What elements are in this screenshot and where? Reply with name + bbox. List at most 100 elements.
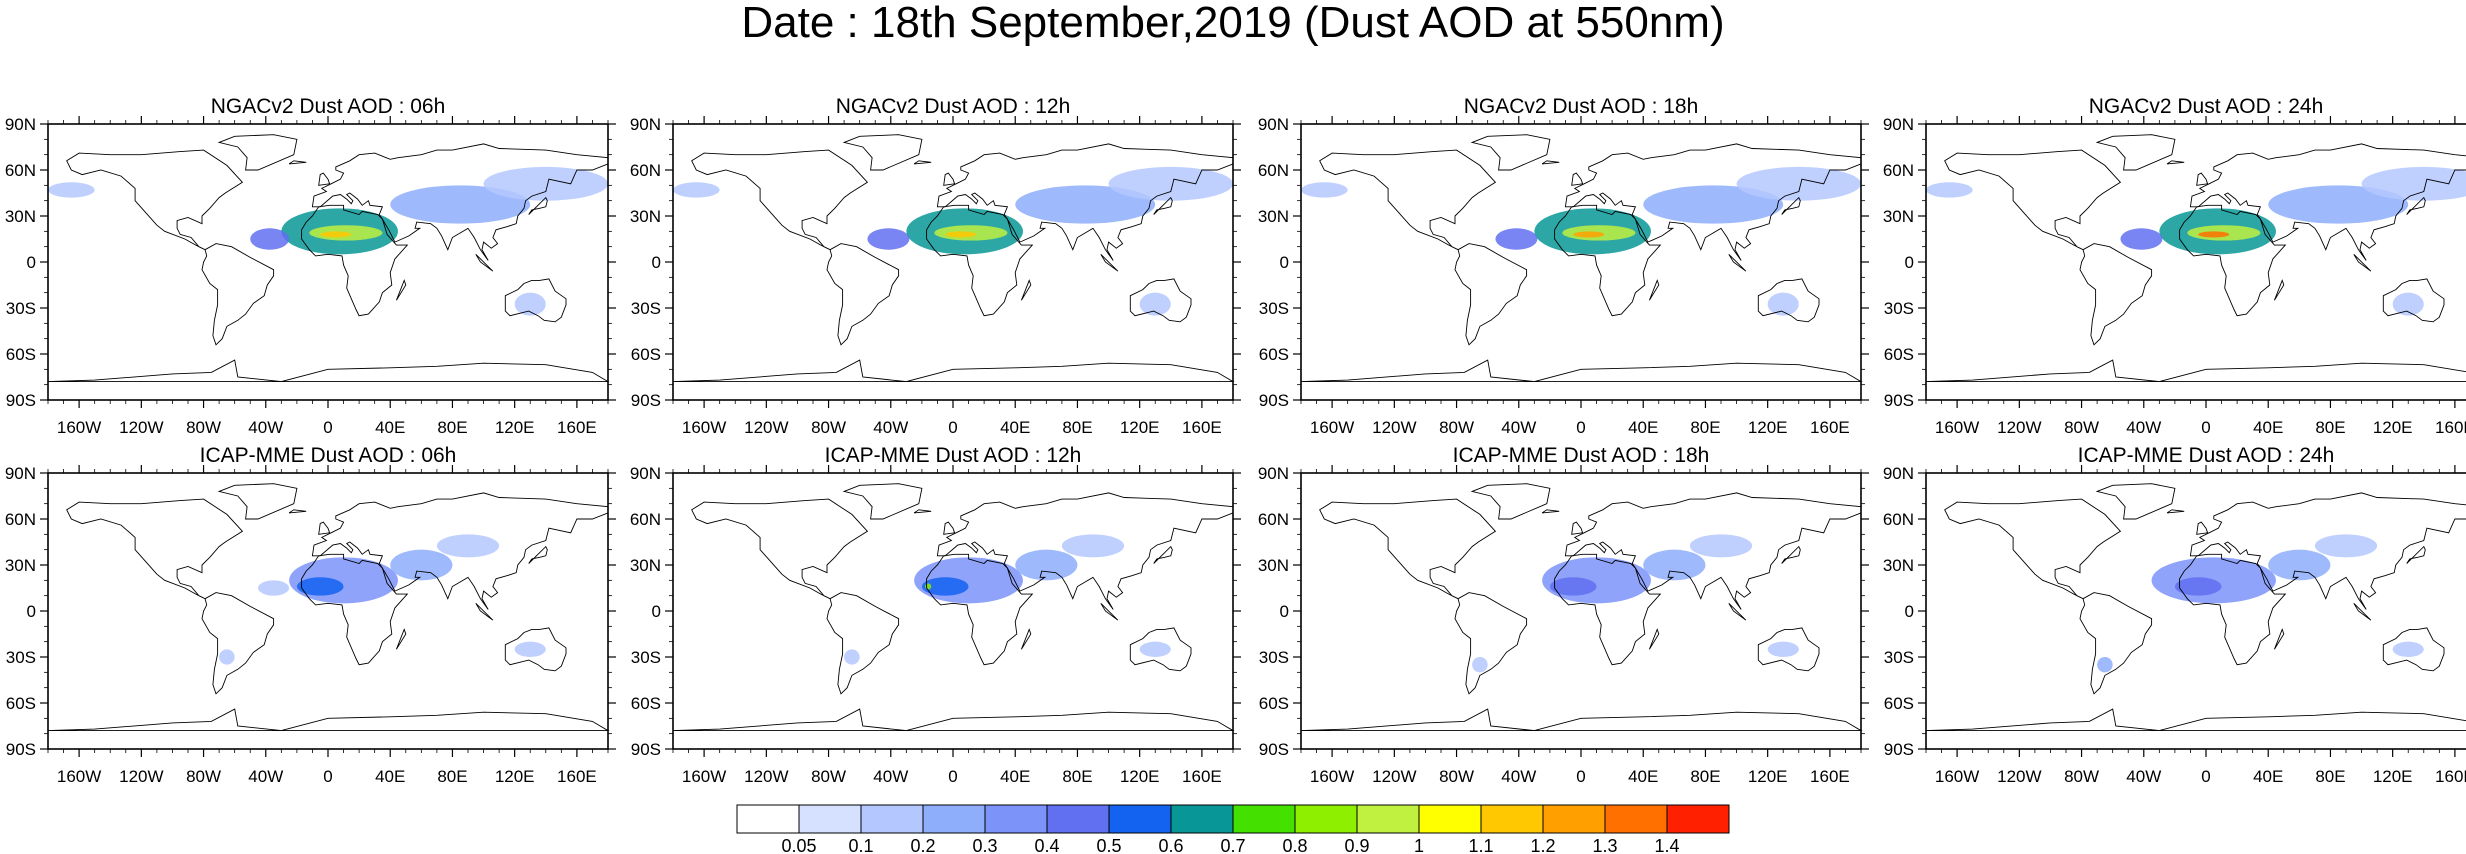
y-tick-label: 30N (1883, 207, 1914, 226)
map-frame (1925, 123, 2466, 401)
y-tick-label: 60N (1883, 161, 1914, 180)
x-tick-label: 160W (57, 767, 101, 786)
x-tick-label: 80W (2064, 418, 2099, 437)
dust-aod-region (296, 577, 344, 596)
coastline (2353, 602, 2372, 621)
y-tick-label: 30S (1884, 299, 1914, 318)
dust-aod-region (2392, 292, 2424, 316)
colorbar-label: 0.8 (1282, 836, 1307, 854)
coastline (1454, 243, 1528, 346)
coastline (943, 172, 956, 186)
map-panel: NGACv2 Dust AOD : 24h 160W 120W 80W 40W 0 40E 8… (1883, 95, 2466, 437)
x-tick-label: 160W (57, 418, 101, 437)
y-tick-label: 90N (5, 115, 36, 134)
x-tick-label: 0 (1576, 418, 1585, 437)
coastline (826, 592, 900, 695)
x-tick-label: 120W (119, 418, 163, 437)
y-tick-label: 60N (5, 161, 36, 180)
colorbar-label: 1.1 (1468, 836, 1493, 854)
x-tick-label: 80E (1690, 767, 1720, 786)
dust-aod-region (2198, 231, 2230, 238)
coastline (1319, 149, 1497, 251)
y-tick-label: 60N (1883, 510, 1914, 529)
x-tick-label: 0 (323, 418, 332, 437)
colorbar-box (1294, 804, 1358, 834)
coastline (913, 160, 932, 165)
x-tick-label: 40E (375, 767, 405, 786)
x-tick-label: 120W (119, 767, 163, 786)
x-tick-label: 120E (495, 418, 535, 437)
figure-title: Date : 18th September,2019 (Dust AOD at … (741, 0, 1725, 47)
coastline (1554, 553, 1662, 666)
y-tick-label: 30S (1259, 299, 1289, 318)
x-tick-label: 160E (2435, 767, 2466, 786)
y-tick-label: 60S (1259, 694, 1289, 713)
x-tick-label: 40W (873, 767, 908, 786)
coastline (2189, 143, 2466, 261)
dust-aod-region (1549, 577, 1597, 596)
dust-aod-region (1108, 166, 1234, 201)
dust-aod-region (250, 228, 290, 250)
y-tick-label: 30N (1258, 207, 1289, 226)
coastline (2166, 160, 2185, 165)
x-tick-label: 80E (437, 767, 467, 786)
colorbar-label: 1 (1414, 836, 1424, 854)
dust-aod-region (1139, 292, 1171, 316)
dust-aod-region (921, 577, 969, 596)
coastline (47, 359, 610, 383)
coastline (2406, 545, 2426, 564)
y-tick-label: 60S (631, 345, 661, 364)
x-tick-label: 120E (2373, 767, 2413, 786)
map-panel: NGACv2 Dust AOD : 18h 160W 120W 80W 40W 0 40E 8… (1258, 95, 1869, 437)
y-tick-label: 60N (1258, 161, 1289, 180)
dust-aod-region (1767, 641, 1799, 657)
x-tick-label: 40W (1501, 418, 1536, 437)
coastline (1470, 483, 1551, 520)
y-tick-label: 30N (5, 207, 36, 226)
dust-aod-region (2120, 228, 2163, 250)
coastline (2382, 278, 2445, 323)
dust-aod-region (1301, 182, 1348, 198)
x-tick-label: 40E (1628, 418, 1658, 437)
dust-aod-region (514, 292, 546, 316)
dust-aod-region (1472, 657, 1488, 673)
colorbar-box (860, 804, 924, 834)
x-tick-label: 160W (1935, 418, 1979, 437)
colorbar-label: 1.2 (1530, 836, 1555, 854)
colorbar-label: 0.7 (1220, 836, 1245, 854)
coastline (2382, 627, 2445, 672)
dust-aod-region (1643, 549, 1706, 581)
map-frame (47, 123, 609, 401)
coastline (201, 243, 275, 346)
dust-aod-region (1573, 231, 1605, 238)
coastline (1454, 592, 1528, 695)
x-tick-label: 120E (1748, 418, 1788, 437)
y-tick-label: 90N (630, 115, 661, 134)
dust-aod-region (1495, 228, 1538, 250)
coastline (2189, 492, 2466, 610)
coastline (1300, 708, 1863, 732)
dust-aod-region (1015, 549, 1078, 581)
x-tick-label: 120W (1372, 418, 1416, 437)
colorbar-label: 0.3 (972, 836, 997, 854)
coastline (2353, 253, 2372, 272)
y-tick-label: 90S (6, 391, 36, 410)
coastline (2095, 483, 2176, 520)
dust-aod-region (2097, 657, 2113, 673)
dust-aod-region (945, 231, 977, 238)
x-tick-label: 40W (2126, 767, 2161, 786)
y-tick-label: 60S (1259, 345, 1289, 364)
colorbar-label: 0.5 (1096, 836, 1121, 854)
colorbar-label: 0.4 (1034, 836, 1059, 854)
coastline (318, 172, 331, 186)
x-tick-label: 40E (1000, 418, 1030, 437)
y-tick-label: 30N (1258, 556, 1289, 575)
x-tick-label: 40E (1628, 767, 1658, 786)
x-tick-label: 160E (1182, 767, 1222, 786)
map-panel: ICAP-MME Dust AOD : 06h 160W 120W 80W 40W 0 40… (5, 444, 616, 786)
coastline (201, 592, 275, 695)
y-tick-label: 30S (6, 299, 36, 318)
coastline (1648, 628, 1660, 650)
coastline (926, 553, 1034, 666)
